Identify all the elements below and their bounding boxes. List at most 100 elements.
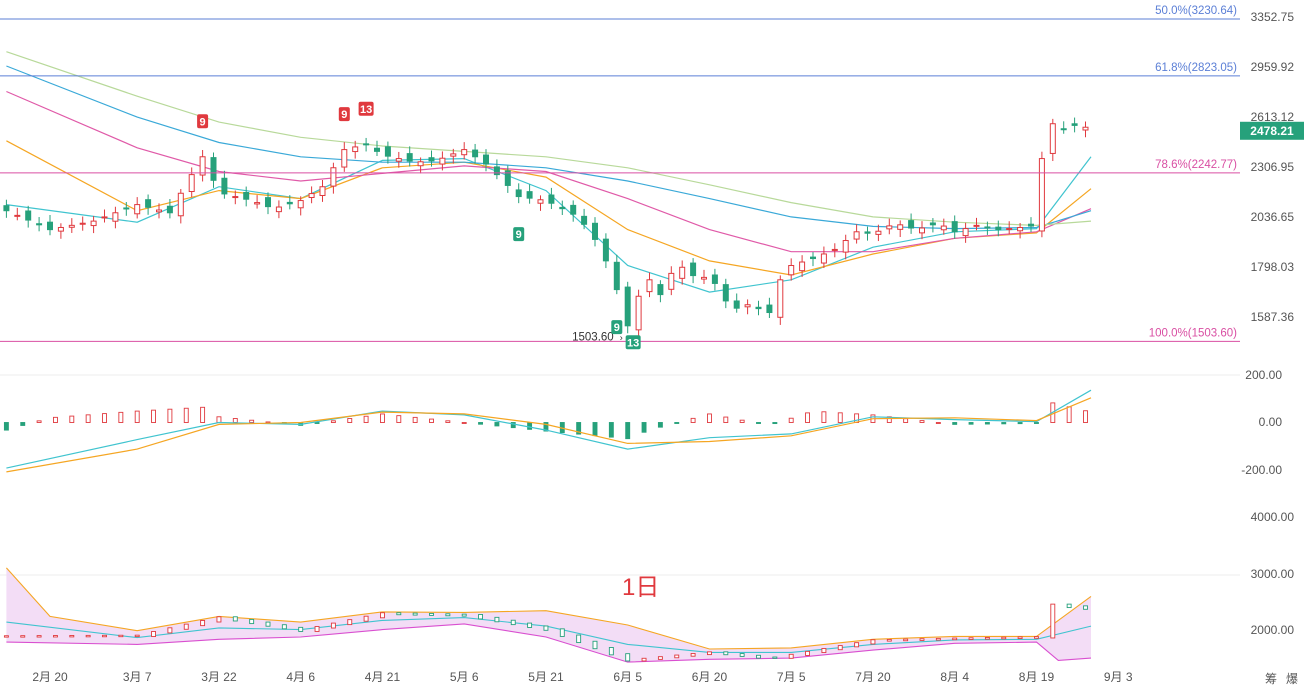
macd-histogram-bar bbox=[232, 418, 238, 423]
band-candle bbox=[330, 622, 336, 629]
band-candle bbox=[85, 634, 91, 638]
band-candle bbox=[870, 639, 876, 645]
candle-body bbox=[79, 222, 86, 225]
candle-body bbox=[679, 266, 686, 279]
macd-histogram-bar bbox=[330, 420, 336, 423]
band-fill bbox=[6, 567, 1091, 663]
macd-histogram-bar bbox=[707, 413, 712, 423]
macd-histogram-bar bbox=[85, 414, 91, 423]
candle-body bbox=[243, 191, 250, 200]
candle-body bbox=[864, 231, 871, 234]
burst-icon[interactable]: 爆 bbox=[1286, 672, 1298, 686]
band-candle bbox=[723, 651, 729, 656]
fib-label: 78.6%(2242.77) bbox=[1155, 159, 1237, 171]
price-axis-tick: 3352.75 bbox=[1251, 10, 1295, 24]
band-candle bbox=[494, 616, 500, 623]
td-marker-label: 13 bbox=[627, 337, 639, 349]
date-axis-tick: 4月 21 bbox=[365, 670, 401, 684]
candle-body bbox=[493, 166, 500, 176]
macd-histogram-bar bbox=[1033, 422, 1039, 424]
macd-histogram-bar bbox=[1001, 422, 1007, 425]
price-panel[interactable]: 50.0%(3230.64) 61.8%(2823.05) 78.6%(2242.7… bbox=[0, 5, 1304, 350]
macd-histogram-bar bbox=[739, 419, 745, 423]
band-candle bbox=[445, 613, 451, 617]
candle-body bbox=[461, 149, 468, 156]
band-candle bbox=[592, 640, 598, 650]
macd-histogram-bar bbox=[952, 422, 958, 425]
band-candle bbox=[3, 635, 9, 638]
candle-body bbox=[265, 197, 271, 208]
macd-panel[interactable] bbox=[3, 389, 1092, 473]
band-candle bbox=[625, 653, 631, 662]
macd-histogram-bar bbox=[363, 415, 369, 423]
macd-histogram-bar bbox=[102, 413, 107, 423]
date-axis-tick: 6月 5 bbox=[613, 670, 642, 684]
td-marker-label: 9 bbox=[341, 109, 347, 121]
macd-histogram-bar bbox=[118, 411, 124, 423]
candle-body bbox=[145, 199, 152, 208]
date-axis-tick: 5月 6 bbox=[450, 670, 479, 684]
date-axis-tick: 4月 6 bbox=[286, 670, 315, 684]
moving-average-line-1 bbox=[6, 156, 1092, 293]
band-candle bbox=[412, 612, 418, 616]
band-candle bbox=[1017, 636, 1023, 639]
candle-body bbox=[221, 177, 228, 195]
macd-histogram-bar bbox=[69, 415, 75, 423]
td-marker-badge bbox=[611, 320, 623, 335]
macd-histogram-bar bbox=[249, 419, 255, 423]
band-candle bbox=[232, 616, 238, 622]
candle-body bbox=[450, 153, 457, 157]
band-candle bbox=[167, 627, 173, 634]
band-candle bbox=[510, 619, 516, 626]
macd-histogram-bar bbox=[657, 422, 663, 428]
candle-body bbox=[112, 212, 119, 222]
td-marker-badge bbox=[197, 114, 209, 129]
candle-body bbox=[210, 157, 217, 181]
band-candle bbox=[886, 638, 892, 642]
band-candle bbox=[674, 654, 680, 659]
band-panel[interactable] bbox=[3, 567, 1092, 663]
macd-histogram-bar bbox=[494, 422, 500, 427]
candle-body bbox=[25, 210, 32, 221]
band-candle bbox=[396, 612, 402, 616]
candle-body bbox=[101, 216, 108, 219]
macd-histogram-bar bbox=[20, 422, 26, 426]
band-candle bbox=[102, 634, 107, 638]
macd-histogram-bar bbox=[478, 422, 483, 425]
lower-band-line bbox=[6, 623, 1092, 663]
candle-body bbox=[1060, 128, 1067, 131]
band-candle bbox=[984, 637, 990, 640]
candle-body bbox=[1006, 228, 1013, 231]
band-candle bbox=[134, 634, 140, 638]
band-candle bbox=[952, 637, 958, 641]
td-marker-label: 9 bbox=[614, 322, 620, 334]
macd-histogram-bar bbox=[805, 412, 810, 423]
chip-icon[interactable]: 筹 bbox=[1265, 672, 1277, 686]
band-axis-tick: 4000.00 bbox=[1251, 510, 1295, 524]
macd-histogram-bar bbox=[1083, 410, 1088, 423]
date-axis-tick: 6月 20 bbox=[692, 670, 728, 684]
macd-histogram-bar bbox=[412, 416, 418, 423]
macd-histogram-bar bbox=[543, 422, 549, 432]
middle-band-line bbox=[6, 617, 1092, 653]
td-marker-label: 9 bbox=[200, 116, 206, 128]
macd-line-1 bbox=[6, 389, 1092, 469]
price-axis-tick: 2036.65 bbox=[1251, 210, 1295, 224]
macd-histogram-bar bbox=[53, 416, 58, 423]
price-axis-tick: 1798.03 bbox=[1251, 260, 1295, 274]
date-axis-tick: 8月 4 bbox=[940, 670, 969, 684]
macd-histogram-bar bbox=[674, 422, 680, 424]
axes: 3352.75 2959.92 2613.12 2306.95 2036.65 1798.… bbox=[32, 10, 1294, 684]
candle-body bbox=[701, 276, 707, 280]
band-candle bbox=[200, 620, 206, 627]
candle-body bbox=[581, 215, 588, 225]
macd-histogram-bar bbox=[216, 416, 222, 423]
band-candle bbox=[1083, 605, 1088, 610]
candle-body bbox=[156, 209, 162, 213]
candle-body bbox=[395, 158, 402, 162]
band-candle bbox=[657, 656, 663, 660]
band-candle bbox=[707, 651, 712, 656]
macd-histogram-bar bbox=[723, 416, 729, 423]
td-marker-badge bbox=[513, 227, 525, 242]
candle-body bbox=[483, 154, 489, 165]
